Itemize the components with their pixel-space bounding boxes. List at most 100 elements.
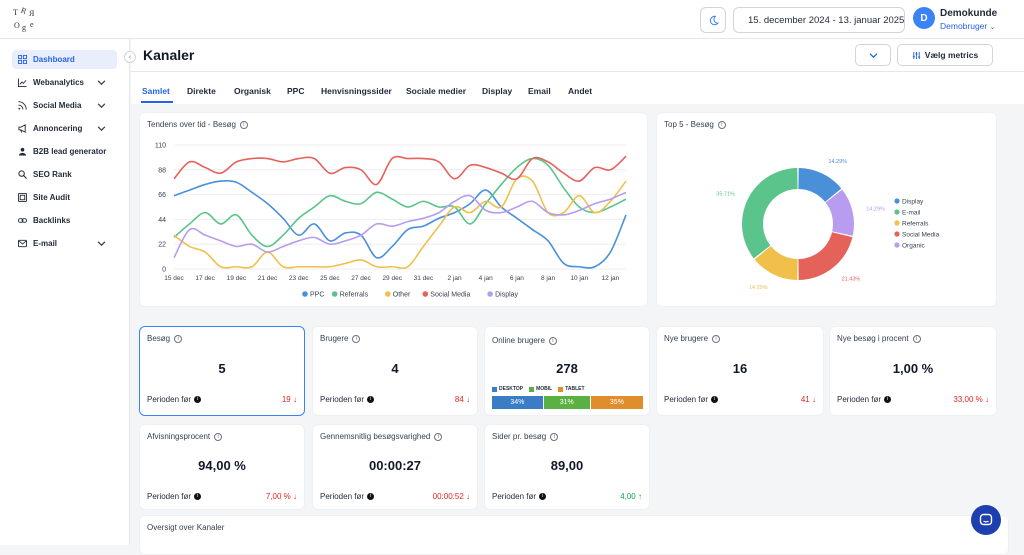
- kpi-value: 4: [391, 361, 399, 376]
- device-split-bar: 34% 31% 35%: [492, 396, 644, 409]
- kpi-delta: 33,00 % ↓: [953, 395, 989, 404]
- kpi-card-afvisningsprocent[interactable]: Afvisningsprocent i 94,00 % Perioden før i…: [139, 424, 305, 510]
- info-icon[interactable]: i: [214, 432, 223, 441]
- donut-chart-title: Top 5 - Besøg i: [664, 120, 726, 129]
- info-icon[interactable]: i: [539, 493, 547, 500]
- sidebar-item-site-audit[interactable]: Site Audit: [12, 188, 117, 207]
- logo[interactable]: T R Я O g e: [10, 4, 40, 34]
- info-icon[interactable]: i: [717, 120, 726, 129]
- kpi-value: 278: [556, 361, 578, 376]
- legend-label: Organic: [902, 242, 926, 249]
- sidebar-item-b2b-lead-generator[interactable]: B2B lead generator: [12, 142, 117, 161]
- tab-display[interactable]: Display: [482, 86, 513, 96]
- legend-label: Social Media: [430, 292, 470, 299]
- tab-ppc[interactable]: PPC: [287, 86, 305, 96]
- series-line-other: [173, 175, 627, 270]
- info-icon[interactable]: i: [239, 120, 248, 129]
- kpi-card-besogsvarighed[interactable]: Gennemsnitlig besøgsvarighed i 00:00:27 P…: [312, 424, 478, 510]
- device-label: TABLET: [565, 386, 585, 392]
- chat-button[interactable]: [971, 505, 1001, 535]
- user-name[interactable]: Demokunde: [940, 8, 998, 19]
- info-icon[interactable]: i: [548, 336, 557, 345]
- chat-icon: [979, 513, 993, 526]
- tab-organisk[interactable]: Organisk: [234, 86, 271, 96]
- audit-icon: [18, 193, 27, 202]
- tab-direkte[interactable]: Direkte: [187, 86, 216, 96]
- legend-marker: [487, 291, 493, 297]
- info-icon[interactable]: i: [367, 493, 375, 500]
- donut-slice-label: 14.29%: [866, 206, 885, 212]
- sidebar-item-dashboard[interactable]: Dashboard: [12, 50, 117, 69]
- x-tick-label: 10 jan: [570, 275, 588, 282]
- x-tick-label: 29 dec: [382, 275, 402, 282]
- kpi-card-brugere[interactable]: Brugere i 4 Perioden før i 84 ↓: [312, 326, 478, 416]
- sidebar-item-seo-rank[interactable]: SEO Rank: [12, 165, 117, 184]
- kpi-card-sider-pr-besog[interactable]: Sider pr. besøg i 89,00 Perioden før i 4,0…: [484, 424, 650, 510]
- kpi-previous-period: Perioden før i: [320, 395, 375, 404]
- tab-email[interactable]: Email: [528, 86, 551, 96]
- legend-marker: [894, 242, 900, 248]
- legend-marker: [894, 220, 900, 226]
- tab-andet[interactable]: Andet: [568, 86, 593, 96]
- kpi-previous-period: Perioden før i: [492, 492, 547, 501]
- device-legend-item: MOBIL: [529, 386, 552, 392]
- sidebar-item-annoncering[interactable]: Annoncering: [12, 119, 117, 138]
- sidebar-item-backlinks[interactable]: Backlinks: [12, 211, 117, 230]
- kpi-title-text: Besøg: [147, 334, 171, 343]
- info-icon[interactable]: i: [712, 334, 721, 343]
- sidebar-item-label: SEO Rank: [33, 170, 72, 179]
- kpi-title: Afvisningsprocent i: [147, 432, 223, 441]
- info-icon[interactable]: i: [194, 396, 202, 403]
- info-icon[interactable]: i: [884, 396, 892, 403]
- x-tick-label: 19 dec: [227, 275, 247, 282]
- donut-slice-referrals: [754, 246, 798, 280]
- info-icon[interactable]: i: [434, 432, 443, 441]
- kpi-previous-period: Perioden før i: [837, 395, 892, 404]
- svg-text:e: e: [30, 20, 34, 29]
- kpi-value: 1,00 %: [892, 361, 934, 376]
- info-icon[interactable]: i: [912, 334, 921, 343]
- tab-samlet[interactable]: Samlet: [142, 86, 170, 96]
- legend-marker: [894, 231, 900, 237]
- kpi-card-nye-brugere[interactable]: Nye brugere i 16 Perioden før i 41 ↓: [656, 326, 824, 416]
- sliders-icon: [912, 51, 920, 59]
- tab-henvisningssider[interactable]: Henvisningssider: [321, 86, 392, 96]
- kpi-previous-period: Perioden før i: [320, 492, 375, 501]
- sidebar-item-label: Webanalytics: [33, 78, 84, 87]
- avatar[interactable]: D: [913, 7, 935, 29]
- sidebar-item-label: Annoncering: [33, 124, 83, 133]
- info-icon[interactable]: i: [550, 432, 559, 441]
- sidebar-item-social-media[interactable]: Social Media: [12, 96, 117, 115]
- dark-mode-button[interactable]: [700, 7, 726, 33]
- tab-sociale-medier[interactable]: Sociale medier: [406, 86, 467, 96]
- kpi-prev-label: Perioden før: [147, 492, 192, 501]
- kpi-card-online-brugere[interactable]: Online brugere i 278 DESKTOP MOBIL TABLET…: [484, 326, 650, 416]
- sidebar-item-email[interactable]: E-mail: [12, 234, 117, 253]
- legend-marker: [894, 198, 900, 204]
- arrow-down-icon: ↓: [466, 395, 470, 404]
- chevron-down-icon: [869, 52, 877, 58]
- channel-dropdown-button[interactable]: [855, 44, 891, 66]
- y-tick-label: 66: [158, 192, 166, 199]
- info-icon[interactable]: i: [367, 396, 375, 403]
- user-role-dropdown[interactable]: Demobruger ⌄: [940, 21, 996, 31]
- collapse-sidebar-button[interactable]: ‹: [124, 51, 136, 63]
- chevron-down-icon: [97, 80, 106, 86]
- kpi-prev-label: Perioden før: [320, 395, 365, 404]
- device-legend-item: DESKTOP: [492, 386, 523, 392]
- kpi-delta-value: 41: [800, 395, 810, 404]
- date-range-picker[interactable]: 15. december 2024 - 13. januar 2025: [733, 7, 905, 33]
- donut-slice-label: 35.71%: [716, 192, 735, 198]
- kpi-prev-label: Perioden før: [664, 395, 709, 404]
- select-metrics-button[interactable]: Vælg metrics: [897, 44, 993, 66]
- info-icon[interactable]: i: [174, 334, 183, 343]
- kpi-card-nye-besog-procent[interactable]: Nye besøg i procent i 1,00 % Perioden før…: [829, 326, 997, 416]
- sidebar-item-webanalytics[interactable]: Webanalytics: [12, 73, 117, 92]
- kpi-prev-label: Perioden før: [837, 395, 882, 404]
- info-icon[interactable]: i: [194, 493, 202, 500]
- legend-swatch: [492, 386, 497, 392]
- info-icon[interactable]: i: [352, 334, 361, 343]
- kpi-card-besog[interactable]: Besøg i 5 Perioden før i 19 ↓: [139, 326, 305, 416]
- x-tick-label: 31 dec: [414, 275, 434, 282]
- info-icon[interactable]: i: [711, 396, 719, 403]
